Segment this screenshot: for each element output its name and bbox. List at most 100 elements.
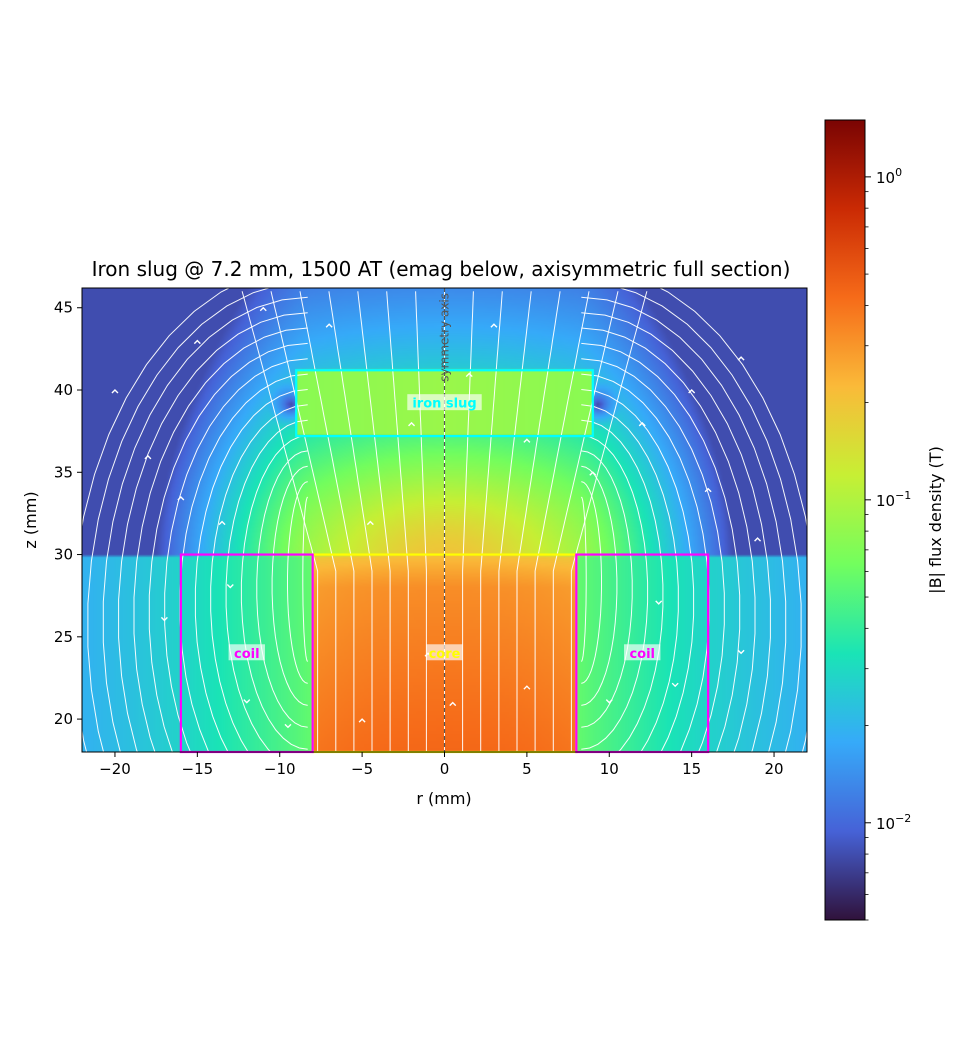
streamline	[118, 312, 308, 752]
annotation-core: core	[429, 647, 461, 662]
colorbar-label: |B| flux density (T)	[926, 446, 945, 594]
streamline	[498, 291, 532, 752]
streamline	[82, 288, 231, 752]
streamline	[480, 291, 503, 752]
streamline	[581, 327, 756, 752]
streamline	[580, 496, 587, 662]
streamline-arrow	[226, 583, 234, 589]
streamline	[581, 465, 618, 706]
streamline	[581, 296, 787, 752]
annotation-background	[426, 644, 463, 661]
streamline-arrow	[111, 389, 119, 394]
y-tick-label: 40	[54, 381, 73, 399]
colorbar-tick-label: 10−2	[876, 812, 911, 833]
colorbar-tick-label: 10−1	[876, 489, 911, 510]
streamline-arrow	[358, 718, 366, 723]
streamline-arrow	[655, 600, 663, 605]
streamline	[240, 435, 308, 750]
streamline	[581, 389, 695, 752]
x-tick-label: 20	[764, 760, 783, 778]
annotation-background	[407, 394, 482, 411]
streamline	[287, 481, 308, 684]
streamline-arrow	[160, 616, 168, 622]
x-tick-label: 0	[440, 760, 450, 778]
streamlines	[82, 288, 807, 752]
streamline	[87, 288, 271, 752]
y-tick-label: 35	[54, 463, 73, 481]
streamline	[302, 496, 309, 662]
y-tick-label: 30	[54, 546, 73, 564]
streamline	[618, 288, 802, 752]
streamline	[658, 288, 807, 752]
x-tick-label: −5	[351, 760, 373, 778]
streamline-arrow	[737, 649, 745, 655]
streamline-arrow	[449, 701, 457, 707]
x-tick-label: 5	[522, 760, 532, 778]
streamline	[581, 358, 725, 752]
annotation-background	[624, 644, 661, 661]
streamline-arrow	[737, 356, 745, 361]
streamline-arrow	[754, 537, 762, 542]
streamline	[581, 342, 741, 752]
streamline	[581, 404, 679, 752]
annotation-symmetry-axis: symmetry axis	[438, 293, 452, 382]
streamline	[386, 291, 409, 752]
y-tick-label: 25	[54, 628, 73, 646]
streamline	[271, 465, 308, 706]
streamline-arrow	[144, 454, 152, 460]
x-tick-label: 15	[682, 760, 701, 778]
x-tick-label: −15	[182, 760, 214, 778]
streamline	[225, 419, 308, 752]
annotation-coil: coil	[629, 647, 655, 662]
streamline-arrow	[284, 723, 292, 729]
streamline-arrow	[325, 323, 333, 328]
streamline	[581, 481, 602, 684]
streamline-arrow	[218, 520, 226, 526]
streamline	[164, 358, 308, 752]
plot-area: iron slug core coil coil symmetry axis	[81, 287, 808, 754]
streamline	[133, 327, 308, 752]
x-axis-label: r (mm)	[416, 789, 471, 808]
streamline-arrow	[523, 438, 531, 443]
streamline	[328, 291, 373, 752]
colorbar-gradient	[824, 119, 866, 921]
colorbar: 10−2 10−1 100 |B| flux density (T)	[824, 119, 945, 921]
streamline	[581, 450, 633, 728]
streamline	[462, 291, 474, 752]
y-axis-label: z (mm)	[21, 491, 40, 548]
streamline-arrow	[408, 421, 416, 427]
streamline-arrow	[465, 372, 473, 378]
streamline-arrow	[243, 699, 251, 704]
x-axis: −20 −15 −10 −5 0 5 10 15 20	[99, 752, 784, 778]
streamline	[256, 450, 308, 728]
streamline-arrow	[605, 699, 613, 704]
x-tick-label: −10	[264, 760, 296, 778]
annotation-background	[228, 644, 265, 661]
streamline	[210, 404, 308, 752]
colorbar-tick-label: 100	[876, 166, 902, 187]
streamline-arrow	[259, 306, 267, 312]
streamline-arrow	[177, 495, 185, 501]
streamline	[534, 291, 590, 752]
streamline	[194, 389, 308, 752]
y-tick-label: 45	[54, 299, 73, 317]
annotation-coil: coil	[234, 647, 260, 662]
annotation-iron-slug: iron slug	[412, 397, 476, 412]
streamline-arrow	[193, 339, 201, 345]
streamline-arrow	[688, 389, 696, 394]
x-tick-label: 10	[600, 760, 619, 778]
chart-title: Iron slug @ 7.2 mm, 1500 AT (emag below,…	[92, 257, 791, 281]
y-axis: 20 25 30 35 40 45	[54, 299, 82, 728]
streamline	[148, 342, 308, 752]
streamline	[581, 435, 649, 750]
streamline	[581, 419, 664, 752]
streamline-arrow	[490, 323, 498, 328]
streamline-arrow	[589, 471, 597, 476]
annotations: iron slug core coil coil symmetry axis	[228, 293, 661, 662]
streamline	[299, 291, 355, 752]
streamline	[415, 291, 427, 752]
streamline	[581, 312, 771, 752]
streamline	[552, 291, 619, 752]
y-tick-label: 20	[54, 710, 73, 728]
